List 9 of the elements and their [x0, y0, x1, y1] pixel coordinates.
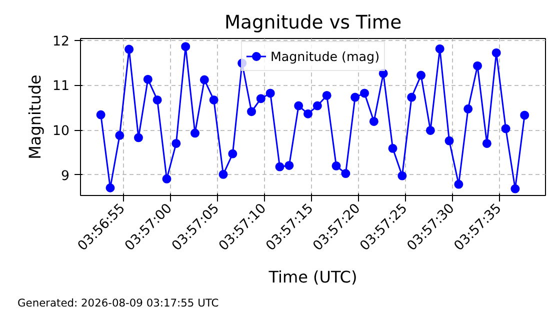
- x-axis-title: Time (UTC): [268, 267, 358, 286]
- y-axis-title: Magnitude: [26, 74, 45, 160]
- legend-label: Magnitude (mag): [270, 48, 380, 64]
- y-tick-label: 12: [52, 34, 70, 50]
- text: Generated: 2026-08-09 03:17:55 UTC: [18, 296, 219, 310]
- y-tick-label: 9: [61, 168, 70, 184]
- chart-title: Magnitude vs Time: [224, 12, 402, 34]
- y-tick-label: 10: [52, 124, 70, 140]
- y-tick-label: 11: [52, 79, 70, 94]
